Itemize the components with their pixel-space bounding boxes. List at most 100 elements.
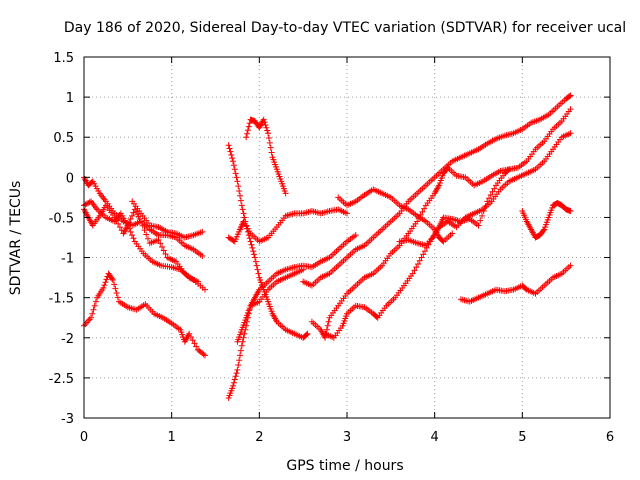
data-point bbox=[249, 244, 256, 251]
data-point bbox=[238, 342, 245, 349]
data-point bbox=[344, 210, 350, 217]
data-point bbox=[421, 205, 428, 212]
data-point bbox=[253, 262, 260, 269]
series-track-f bbox=[225, 142, 311, 341]
data-point bbox=[159, 243, 166, 250]
data-point bbox=[239, 338, 246, 345]
data-point bbox=[199, 228, 206, 235]
data-point bbox=[240, 210, 247, 217]
data-point bbox=[230, 162, 237, 169]
data-point bbox=[89, 310, 96, 317]
data-point bbox=[567, 262, 574, 269]
data-point bbox=[411, 267, 418, 274]
x-tick-label: 3 bbox=[343, 430, 351, 445]
data-point bbox=[189, 337, 196, 344]
x-tick-label: 2 bbox=[255, 430, 263, 445]
data-point bbox=[261, 119, 268, 126]
y-tick-label: 0 bbox=[66, 171, 74, 186]
y-tick-label: -3 bbox=[61, 412, 74, 427]
data-point bbox=[567, 208, 574, 215]
data-point bbox=[155, 236, 162, 243]
series-track-e bbox=[129, 198, 206, 241]
data-point bbox=[243, 322, 250, 329]
data-point bbox=[489, 188, 496, 195]
data-point bbox=[162, 251, 169, 258]
series-track-j bbox=[234, 266, 307, 345]
data-point bbox=[566, 93, 573, 100]
data-point bbox=[266, 139, 273, 146]
y-tick-label: -1 bbox=[61, 252, 74, 267]
data-point bbox=[234, 178, 241, 185]
data-point bbox=[540, 227, 547, 234]
data-point bbox=[193, 343, 200, 350]
data-point bbox=[324, 322, 331, 329]
data-point bbox=[352, 232, 359, 239]
data-point bbox=[243, 134, 250, 141]
data-point bbox=[199, 252, 206, 259]
data-point bbox=[479, 212, 486, 219]
data-point bbox=[418, 254, 425, 261]
series-track-m bbox=[322, 130, 574, 341]
data-point bbox=[139, 222, 146, 229]
data-point bbox=[255, 270, 262, 277]
data-point bbox=[304, 330, 311, 337]
data-point bbox=[254, 266, 261, 273]
series-track-q bbox=[519, 200, 574, 241]
data-point bbox=[238, 202, 245, 209]
data-point bbox=[282, 190, 289, 197]
data-point bbox=[251, 251, 258, 258]
data-point bbox=[491, 185, 498, 192]
data-point bbox=[260, 116, 267, 123]
data-point bbox=[239, 206, 246, 213]
data-point bbox=[127, 216, 134, 223]
y-tick-label: -2 bbox=[61, 332, 74, 347]
grid-lines bbox=[84, 57, 610, 418]
data-point bbox=[567, 92, 574, 99]
data-point bbox=[91, 302, 98, 309]
data-point bbox=[233, 370, 240, 377]
data-point bbox=[252, 258, 259, 265]
data-point bbox=[111, 281, 118, 288]
data-point bbox=[414, 218, 421, 225]
data-point bbox=[251, 254, 258, 261]
data-point bbox=[200, 351, 207, 358]
y-tick-label: -0.5 bbox=[49, 211, 74, 226]
data-point bbox=[247, 238, 254, 245]
data-point bbox=[231, 166, 238, 173]
series-track-h bbox=[243, 116, 289, 197]
data-point bbox=[112, 285, 119, 292]
data-point bbox=[303, 331, 310, 338]
data-point bbox=[413, 264, 420, 271]
data-point bbox=[130, 209, 137, 216]
series-track-a bbox=[81, 270, 208, 359]
data-point bbox=[141, 227, 148, 234]
series-track-o bbox=[396, 166, 513, 249]
data-point bbox=[486, 195, 493, 202]
data-point bbox=[475, 222, 482, 229]
data-point bbox=[100, 285, 107, 292]
data-point bbox=[230, 382, 237, 389]
data-point bbox=[126, 225, 133, 232]
data-point bbox=[186, 330, 193, 337]
data-point bbox=[439, 237, 446, 244]
series-track-l bbox=[308, 106, 574, 341]
data-point bbox=[127, 228, 134, 235]
data-point bbox=[240, 334, 247, 341]
axis-ticks: 0 1 2 3 4 5 6 -3 -2.5 -2 -1.5 -1 -0.5 0 0.5 1 1.5 bbox=[49, 51, 615, 445]
data-point bbox=[449, 230, 456, 237]
data-point bbox=[482, 203, 489, 210]
data-point bbox=[230, 158, 237, 165]
data-point bbox=[245, 123, 252, 130]
x-tick-label: 4 bbox=[431, 430, 439, 445]
data-point bbox=[137, 218, 144, 225]
series-track-i bbox=[225, 232, 359, 401]
data-point bbox=[480, 208, 487, 215]
data-point bbox=[237, 197, 244, 204]
data-point bbox=[262, 122, 269, 129]
data-point bbox=[268, 149, 275, 156]
series-track-p bbox=[457, 262, 574, 305]
data-point bbox=[115, 220, 122, 227]
data-points bbox=[81, 92, 574, 401]
data-point bbox=[567, 130, 574, 137]
data-point bbox=[484, 198, 491, 205]
